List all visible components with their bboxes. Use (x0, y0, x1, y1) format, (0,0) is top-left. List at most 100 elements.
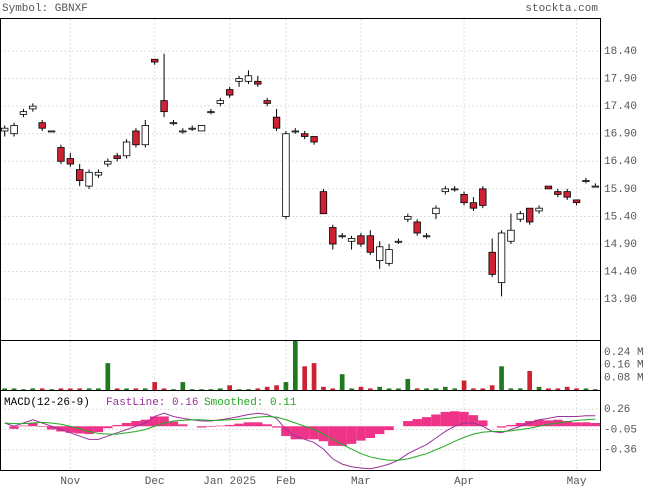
macd-histogram (525, 421, 535, 427)
x-tick-label: Dec (145, 476, 165, 486)
macd-histogram (112, 424, 122, 427)
y-tick-label: 17.90 (604, 73, 637, 85)
macd-histogram (243, 422, 254, 427)
candle-body (535, 207, 543, 212)
volume-bar (564, 386, 570, 390)
macd-frame (0, 390, 601, 471)
source: stockta.com (525, 3, 598, 15)
volume-bar (264, 386, 270, 390)
volume-bar (180, 382, 186, 390)
macd-histogram (450, 411, 460, 427)
macd-histogram (431, 414, 441, 427)
candle-body (291, 130, 299, 133)
y-tick-label: 15.40 (604, 211, 637, 223)
candle-body (526, 207, 534, 223)
macd-histogram (412, 419, 422, 427)
candle-body (113, 155, 121, 159)
candle-body (385, 249, 393, 264)
candle-body (104, 160, 112, 165)
y-tick-label: 14.40 (604, 267, 637, 279)
volume-bar (255, 388, 261, 390)
candle-body (572, 199, 581, 204)
macd-histogram (356, 426, 366, 441)
volume-bar (508, 388, 514, 390)
legend-fast: FastLine: 0.16 (106, 397, 198, 409)
macd-histogram (440, 411, 450, 427)
volume-bar (49, 389, 54, 390)
volume-bar (171, 389, 176, 390)
volume-bar (461, 380, 467, 390)
y-tick-label: 18.40 (604, 46, 637, 58)
candle-body (66, 158, 74, 165)
macd-histogram (534, 419, 544, 427)
macd-histogram (459, 411, 469, 427)
candle-body (38, 122, 46, 129)
macd-histogram (562, 421, 572, 427)
candle-body (347, 238, 356, 242)
candle-body (254, 80, 262, 85)
candle-body (301, 133, 309, 137)
candle-body (132, 130, 140, 146)
macd-line (4, 412, 596, 470)
candle-body (216, 100, 224, 104)
macd-histogram (215, 425, 225, 427)
y-tick-label: 16.40 (604, 156, 637, 168)
macd-histogram (478, 420, 488, 427)
macd-histogram (253, 422, 263, 427)
macd-histogram (234, 423, 244, 427)
volume-bar (302, 366, 308, 390)
y-tick-label: -0.05 (604, 424, 637, 436)
macd-histogram (543, 420, 554, 427)
macd-histogram (225, 424, 235, 427)
candle-body (516, 213, 524, 220)
candle-body (282, 133, 290, 217)
volume-bar (227, 385, 233, 390)
volume-bar (161, 388, 167, 390)
candle-body (479, 188, 487, 206)
candle-body (366, 235, 374, 253)
volume-bar (339, 374, 345, 390)
candle-body (563, 191, 571, 198)
macd-histogram (403, 421, 413, 427)
macd-histogram (468, 415, 479, 427)
macd-histogram (103, 426, 113, 429)
y-tick-label: 13.90 (604, 294, 637, 306)
macd-histogram (262, 424, 272, 427)
volume-bar (386, 388, 392, 390)
candle-body (338, 235, 346, 238)
candle-body (319, 191, 328, 215)
candle-body (263, 100, 271, 104)
candle-body (460, 193, 468, 204)
macd-line (4, 415, 596, 461)
y-tick-label: 15.90 (604, 184, 637, 196)
candle-body (310, 136, 318, 143)
y-tick-label: 14.90 (604, 239, 637, 251)
volume-bar (236, 389, 242, 390)
volume-bar (405, 378, 411, 390)
candle-body (376, 246, 384, 261)
candle-body (207, 111, 215, 114)
volume-bar (546, 388, 551, 390)
candle-body (57, 147, 65, 162)
candle-body (10, 125, 18, 135)
candle-body (151, 58, 159, 63)
volume-bar (574, 388, 579, 390)
candle-body (160, 100, 168, 113)
candle-body (554, 191, 562, 195)
volume-bar (2, 388, 8, 390)
candle-body (544, 185, 553, 190)
volume-bar (292, 341, 298, 390)
symbol: Symbol: GBNXF (2, 3, 88, 15)
macd-histogram (506, 424, 516, 427)
volume-bar (330, 388, 336, 390)
x-tick-label: Nov (60, 476, 80, 486)
macd-histogram (206, 426, 216, 427)
volume-bar (349, 388, 354, 390)
macd-histogram (37, 426, 47, 427)
candle-body (244, 75, 253, 82)
candle-body (141, 125, 149, 146)
macd-histogram (346, 426, 357, 444)
volume-bar (189, 389, 195, 390)
macd-histogram (65, 426, 75, 433)
macd-histogram (290, 426, 300, 440)
